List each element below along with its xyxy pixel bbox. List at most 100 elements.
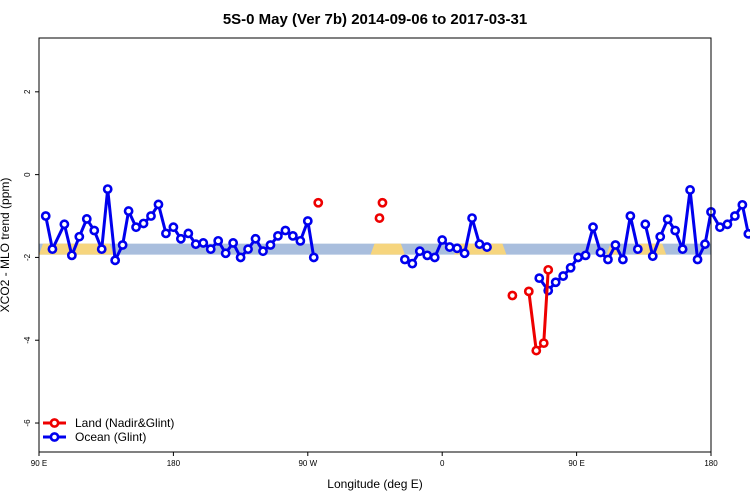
series-land-nadir-glint- — [313, 197, 554, 356]
data-point — [523, 286, 534, 297]
data-point — [603, 254, 613, 265]
data-point — [138, 218, 149, 229]
x-tick-label: 90 E — [31, 459, 47, 468]
data-point — [565, 262, 576, 273]
x-tick-label: 90 W — [298, 459, 317, 468]
data-point — [96, 244, 107, 255]
y-tick-label: -4 — [23, 336, 32, 344]
y-tick-label: -2 — [23, 253, 32, 261]
data-point — [190, 239, 201, 250]
data-point — [625, 211, 636, 221]
data-point — [507, 290, 518, 301]
data-point — [295, 235, 306, 246]
data-point — [588, 222, 598, 233]
plot-frame — [38, 37, 712, 453]
data-point — [308, 252, 319, 263]
chart-title: 5S-0 May (Ver 7b) 2014-09-06 to 2017-03-… — [223, 11, 527, 28]
data-point — [377, 197, 388, 208]
data-point — [102, 184, 113, 195]
data-point — [198, 238, 209, 248]
data-point — [407, 258, 418, 269]
data-point — [131, 222, 141, 233]
data-point — [610, 240, 621, 250]
data-point — [558, 271, 569, 281]
legend-swatch-marker — [49, 418, 60, 428]
data-point — [175, 233, 186, 244]
y-tick-label: 2 — [23, 89, 32, 94]
x-tick-label: 90 E — [568, 459, 584, 468]
data-point — [444, 242, 455, 252]
y-axis-label: XCO2 - MLO trend (ppm) — [0, 178, 12, 313]
x-tick-label: 180 — [704, 459, 718, 468]
data-point — [228, 238, 239, 248]
data-point — [273, 230, 283, 241]
data-point — [161, 228, 171, 239]
x-tick-label: 0 — [440, 459, 445, 468]
y-tick-label: 0 — [23, 172, 32, 177]
x-tick-label: 180 — [167, 459, 181, 468]
tick-labels: 90 E 180 90 W 0 90 E 180 2 0 -2 -4 -6 — [23, 89, 718, 468]
data-point — [722, 219, 733, 230]
data-point — [685, 185, 695, 195]
data-point — [700, 239, 710, 250]
data-point — [117, 240, 128, 250]
data-point — [153, 199, 164, 210]
data-point — [534, 273, 545, 284]
data-point — [89, 225, 100, 236]
data-point — [243, 244, 253, 255]
data-point — [235, 252, 246, 263]
x-axis-label: Longitude (deg E) — [327, 477, 422, 491]
data-point — [467, 213, 477, 223]
data-point — [374, 213, 385, 223]
data-point — [647, 251, 658, 262]
data-point — [538, 338, 549, 349]
data-point — [573, 252, 583, 263]
data-point — [146, 211, 156, 221]
data-point — [183, 228, 194, 239]
data-point — [66, 250, 77, 261]
data-point — [531, 345, 542, 356]
data-point — [729, 211, 740, 221]
data-point — [168, 222, 179, 233]
data-point — [580, 250, 591, 261]
data-point — [302, 216, 313, 226]
data-point — [474, 239, 485, 250]
data-point — [737, 199, 748, 210]
data-point — [81, 214, 92, 224]
data-point — [543, 264, 554, 275]
tick-marks — [35, 91, 712, 456]
legend: Land (Nadir&Glint)Ocean (Glint) — [43, 416, 174, 444]
data-point — [670, 225, 681, 236]
data-point — [640, 219, 651, 230]
data-point — [220, 248, 231, 259]
data-point — [422, 250, 433, 261]
y-tick-label: -6 — [23, 419, 32, 427]
data-point — [123, 206, 134, 216]
data-point — [715, 222, 725, 233]
data-point — [692, 254, 703, 265]
data-point — [617, 254, 628, 265]
data-point — [258, 246, 268, 257]
legend-label: Land (Nadir&Glint) — [75, 416, 174, 430]
data-point — [632, 244, 643, 255]
data-point — [743, 228, 750, 239]
data-point — [550, 277, 561, 288]
data-point — [429, 252, 440, 263]
data-point — [452, 243, 463, 254]
data-point — [655, 231, 666, 242]
data-point — [399, 254, 410, 265]
legend-swatch-marker — [49, 432, 60, 442]
data-point — [40, 211, 51, 221]
data-point — [110, 255, 121, 266]
band-land-segment — [39, 243, 114, 255]
data-point — [265, 240, 276, 250]
data-point — [595, 247, 606, 258]
data-point — [59, 219, 70, 230]
data-point — [250, 233, 261, 244]
data-point — [287, 230, 298, 241]
data-point — [459, 248, 470, 259]
data-point — [662, 214, 673, 225]
series-ocean-glint- — [40, 184, 750, 296]
data-point — [482, 242, 492, 252]
data-point — [74, 231, 85, 242]
